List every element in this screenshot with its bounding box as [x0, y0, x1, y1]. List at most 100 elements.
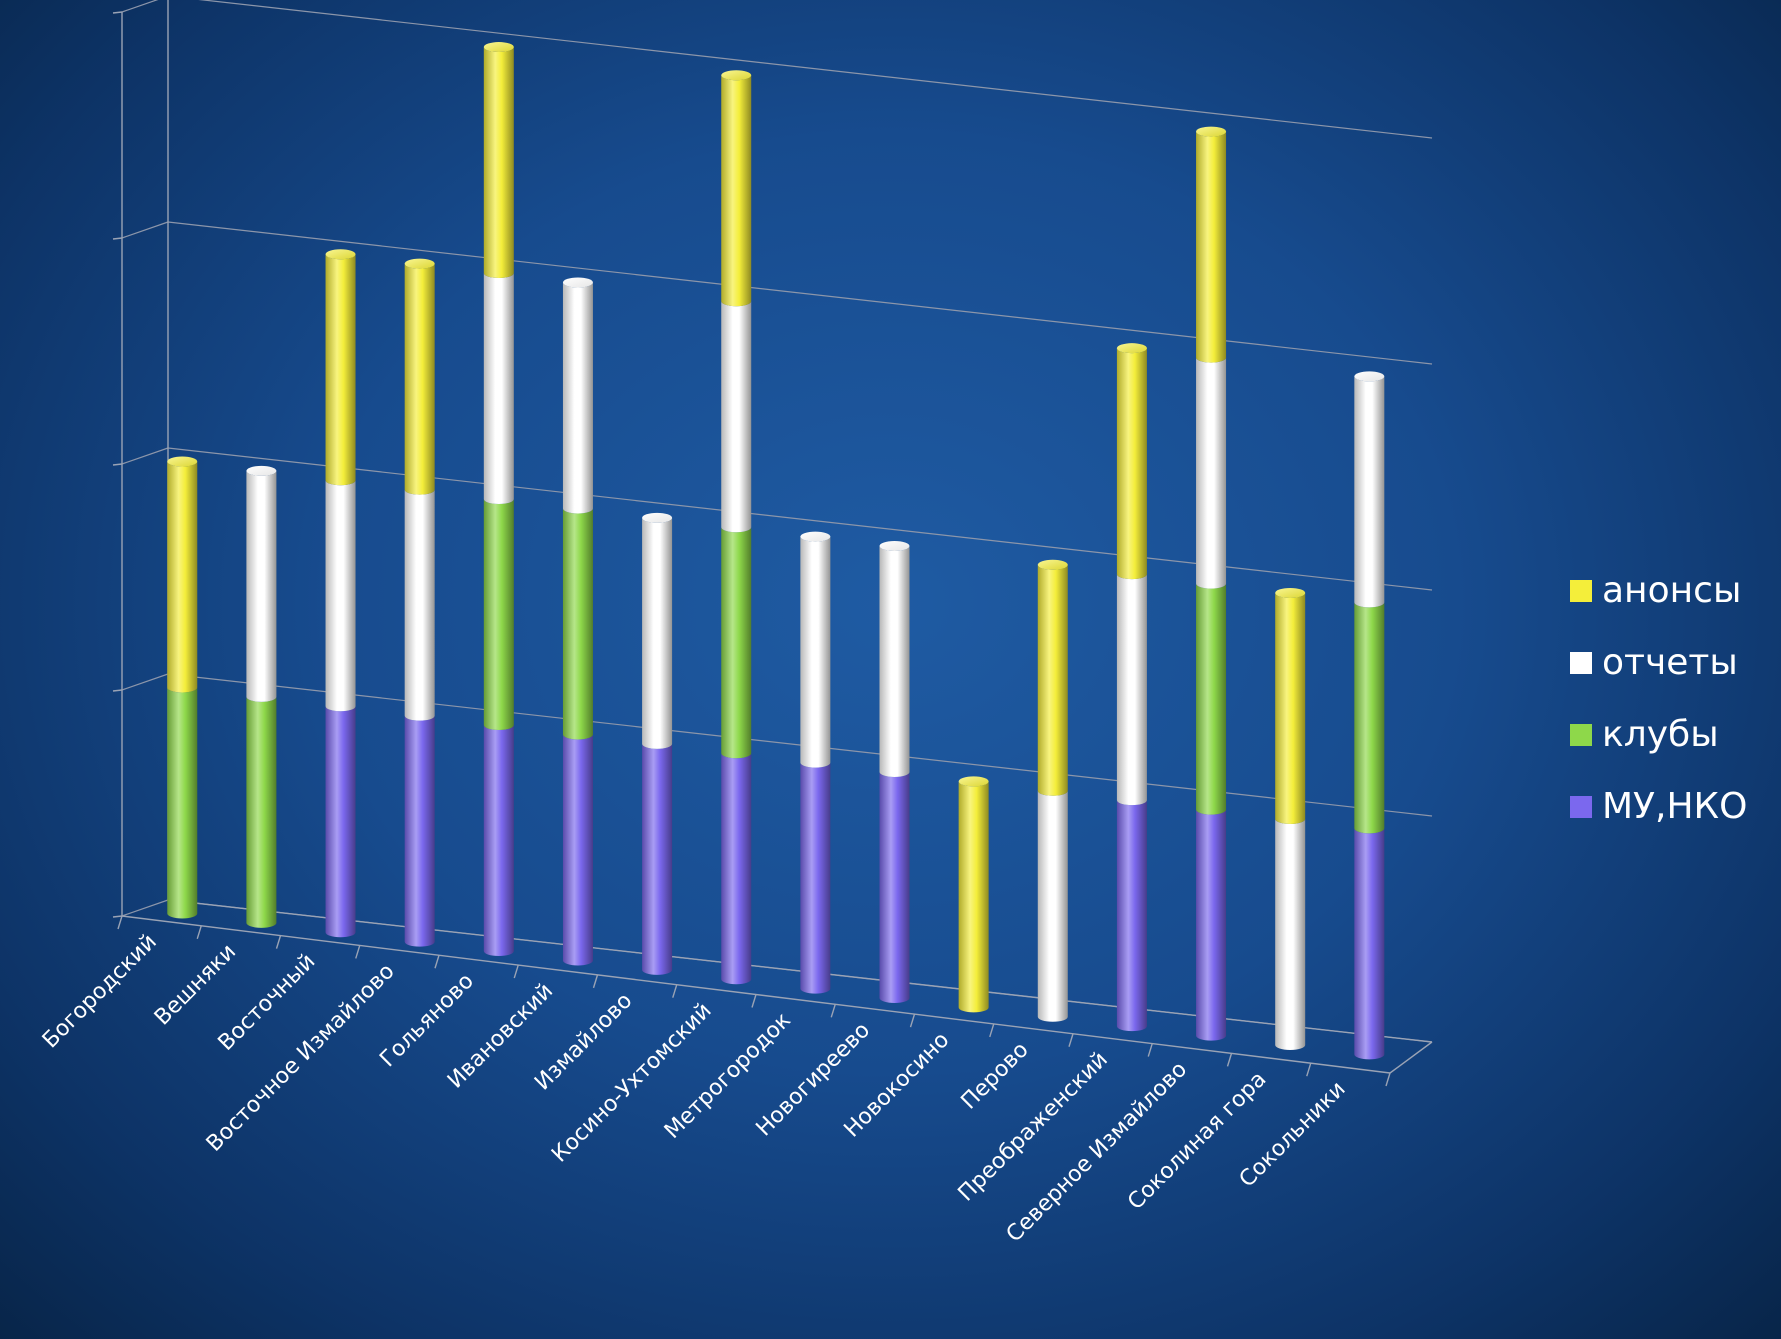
bar-cap-7 — [721, 70, 752, 81]
bar-segment-му-нко-0-9 — [879, 772, 910, 1004]
bar-измайлово-6 — [642, 512, 673, 975]
bar-сокольники-15 — [1354, 371, 1385, 1060]
gridline — [167, 447, 1433, 591]
bar-восточное-измайлово-3 — [404, 258, 435, 947]
bar-segment-отчеты-2-5 — [562, 282, 593, 514]
bar-cap-10 — [958, 776, 989, 787]
bar-восточный-2 — [325, 249, 356, 938]
x-tick — [434, 955, 440, 969]
gridline — [167, 221, 1433, 365]
y-tick — [112, 237, 123, 240]
bar-cap-0 — [167, 456, 198, 467]
bar-segment-анонсы-3-3 — [404, 263, 435, 495]
gridline-side — [121, 673, 169, 691]
x-tick — [1385, 1072, 1391, 1087]
bar-перово-11 — [1037, 559, 1068, 1022]
bar-segment-му-нко-0-15 — [1354, 828, 1385, 1060]
legend: анонсы отчеты клубы МУ,НКО — [1570, 555, 1747, 843]
bar-segment-му-нко-0-2 — [325, 706, 356, 938]
x-tick — [513, 964, 519, 979]
bar-segment-анонсы-3-2 — [325, 254, 356, 486]
x-tick — [117, 915, 123, 930]
bar-cap-12 — [1116, 343, 1147, 354]
y-tick — [112, 11, 123, 14]
bar-segment-отчеты-2-11 — [1037, 790, 1068, 1022]
y-tick — [112, 915, 123, 918]
bar-segment-му-нко-0-6 — [642, 743, 673, 975]
x-tick — [1306, 1062, 1312, 1077]
bar-cap-11 — [1037, 559, 1068, 570]
bar-segment-клубы-1-5 — [562, 508, 593, 740]
bar-segment-отчеты-2-14 — [1275, 818, 1306, 1050]
y-tick — [112, 463, 123, 466]
bar-segment-отчеты-2-2 — [325, 480, 356, 712]
x-tick-label-восточное-измайлово-3: Восточное Измайлово — [202, 959, 400, 1157]
legend-swatch — [1570, 580, 1592, 602]
legend-label: отчеты — [1602, 642, 1738, 683]
legend-label: клубы — [1602, 714, 1719, 755]
bar-segment-анонсы-3-12 — [1116, 348, 1147, 580]
bar-segment-му-нко-0-8 — [800, 762, 831, 994]
bar-segment-клубы-1-0 — [167, 687, 198, 919]
bar-segment-отчеты-2-1 — [246, 470, 277, 702]
x-tick — [275, 935, 282, 949]
bar-segment-отчеты-2-6 — [642, 517, 673, 749]
bar-cap-2 — [325, 249, 356, 260]
x-tick — [909, 1013, 916, 1028]
bar-преображенский-12 — [1116, 343, 1147, 1032]
bar-cap-14 — [1275, 587, 1306, 598]
bar-segment-клубы-1-7 — [721, 527, 752, 759]
x-tick-label-косино-ухтомский-7: Косино-Ухтомский — [547, 998, 716, 1167]
legend-swatch — [1570, 724, 1592, 746]
gridline-side — [121, 0, 159, 13]
x-tick — [751, 994, 757, 1008]
bar-cap-6 — [642, 512, 673, 523]
bar-segment-анонсы-3-4 — [483, 47, 514, 279]
x-tick — [196, 925, 202, 940]
legend-item-клубы-1: клубы — [1570, 699, 1747, 771]
bar-segment-му-нко-0-12 — [1116, 800, 1147, 1032]
bar-соколиная-гора-14 — [1275, 587, 1306, 1050]
bar-segment-анонсы-3-7 — [721, 75, 752, 307]
x-tick-label-богородский-0: Богородский — [38, 929, 162, 1053]
y-tick — [112, 689, 123, 692]
bar-вешняки-1 — [246, 465, 277, 928]
bar-segment-отчеты-2-15 — [1354, 376, 1385, 608]
x-tick — [989, 1023, 995, 1038]
floor-edge — [1389, 1041, 1433, 1074]
bar-cap-5 — [562, 277, 593, 288]
bar-cap-9 — [879, 541, 910, 552]
bar-segment-му-нко-0-7 — [721, 753, 752, 985]
bar-ивановский-5 — [562, 277, 593, 966]
bar-косино-ухтомский-7 — [721, 70, 752, 985]
bar-cap-1 — [246, 465, 277, 476]
bar-segment-му-нко-0-13 — [1196, 809, 1227, 1041]
x-tick-label-преображенский-12: Преображенский — [954, 1047, 1113, 1206]
legend-swatch — [1570, 796, 1592, 818]
bar-segment-анонсы-3-11 — [1037, 564, 1068, 796]
x-tick — [1226, 1053, 1233, 1067]
x-tick — [1068, 1033, 1074, 1047]
floor-back — [167, 899, 1433, 1043]
legend-label: анонсы — [1602, 570, 1742, 611]
x-tick-label-перово-11: Перово — [957, 1037, 1034, 1114]
bar-segment-клубы-1-13 — [1196, 583, 1227, 815]
x-tick-label-вешняки-1: Вешняки — [150, 939, 241, 1030]
bar-segment-отчеты-2-7 — [721, 301, 752, 533]
bar-segment-отчеты-2-9 — [879, 546, 910, 778]
x-tick — [830, 1004, 836, 1018]
x-tick — [1147, 1043, 1153, 1057]
legend-item-отчеты-2: отчеты — [1570, 627, 1747, 699]
bar-segment-клубы-1-1 — [246, 696, 277, 928]
bar-segment-отчеты-2-12 — [1116, 574, 1147, 806]
bar-cap-13 — [1196, 126, 1227, 137]
gridline-side — [121, 447, 169, 465]
bar-cap-4 — [483, 42, 514, 53]
bar-cap-15 — [1354, 371, 1385, 382]
legend-item-анонсы-3: анонсы — [1570, 555, 1747, 627]
bar-segment-му-нко-0-4 — [483, 725, 514, 957]
bar-segment-клубы-1-15 — [1354, 602, 1385, 834]
bar-segment-отчеты-2-4 — [483, 273, 514, 505]
